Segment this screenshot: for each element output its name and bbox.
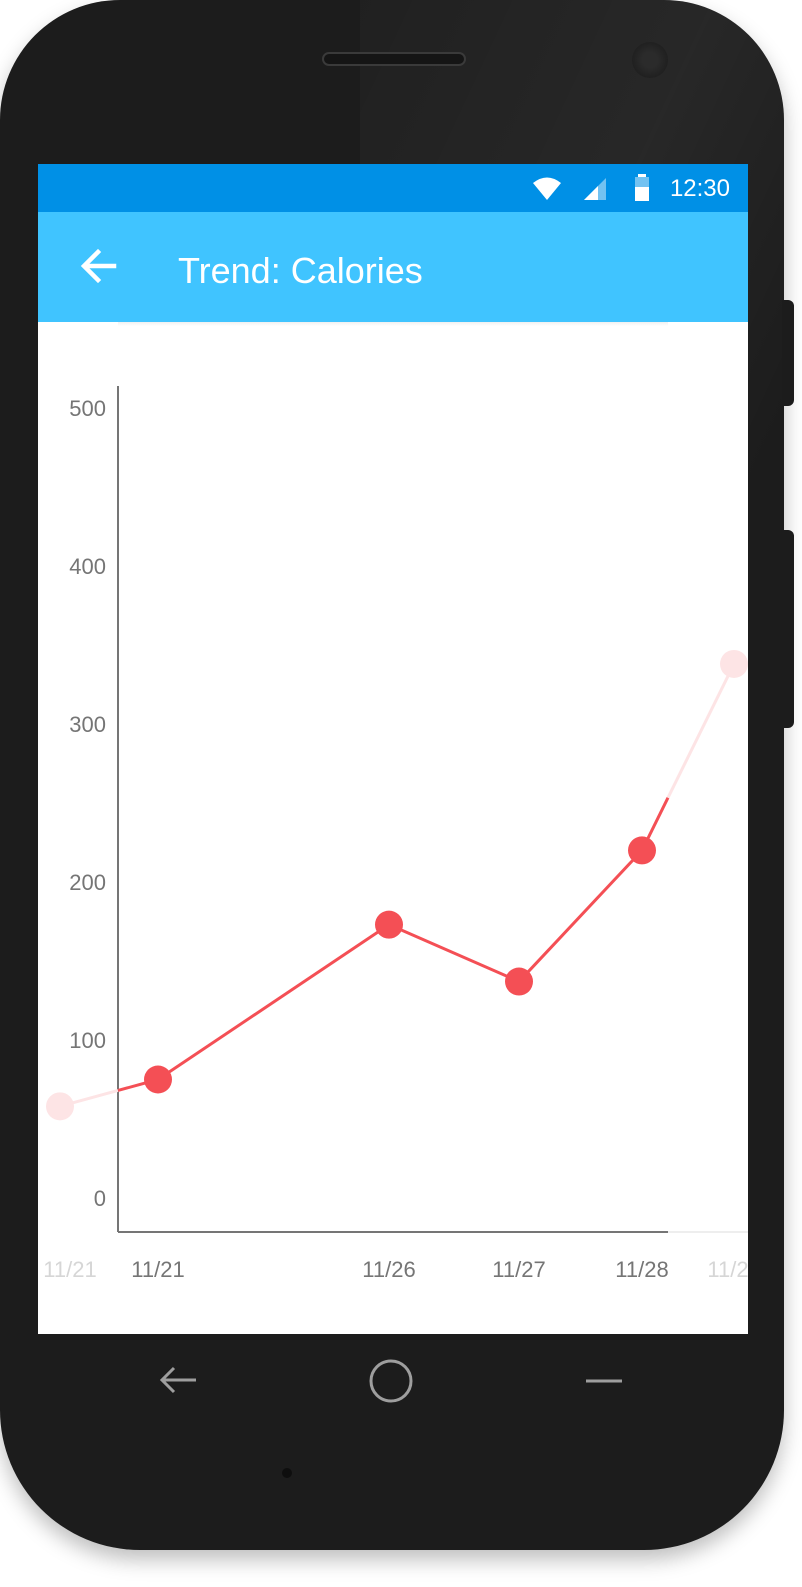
status-bar: 12:30 [38, 164, 748, 212]
y-tick-label: 300 [69, 712, 106, 737]
back-nav-icon[interactable] [158, 1364, 198, 1396]
speaker-grille [322, 52, 466, 66]
x-tick-label-faded: 11/2 [707, 1257, 748, 1282]
battery-icon [635, 174, 649, 201]
home-nav-icon[interactable] [368, 1358, 414, 1404]
y-tick-label: 400 [69, 554, 106, 579]
data-point[interactable] [628, 836, 656, 865]
data-point-faded [46, 1092, 74, 1121]
series-line [517, 849, 644, 983]
y-tick-label: 100 [69, 1028, 106, 1053]
y-tick-label: 0 [94, 1186, 106, 1211]
arrow-back-icon[interactable] [78, 246, 118, 286]
power-button [782, 300, 794, 406]
recents-nav-icon[interactable] [584, 1378, 624, 1384]
card-shadow [118, 322, 668, 326]
x-tick-label: 11/27 [492, 1257, 545, 1282]
status-time: 12:30 [669, 175, 730, 202]
x-tick-label: 11/28 [615, 1257, 668, 1282]
calories-chart: 0 100 200 300 400 500 11/21 11/26 11/27 11/28 11/… [43, 386, 748, 1282]
screen: 12:30 Trend: Calories 0 100 200 300 400 500 1… [38, 164, 748, 1334]
front-camera [632, 42, 668, 78]
y-tick-label: 200 [69, 870, 106, 895]
wifi-icon [533, 177, 561, 200]
series-line [388, 923, 520, 983]
page-title: Trend: Calories [178, 250, 423, 291]
series-line-faded [666, 663, 736, 799]
data-point[interactable] [505, 967, 533, 996]
data-point[interactable] [144, 1065, 172, 1094]
y-tick-label: 500 [69, 396, 106, 421]
x-tick-label: 11/26 [362, 1257, 415, 1282]
x-tick-label-faded: 11/21 [43, 1257, 96, 1282]
series-line [157, 923, 390, 1081]
data-point-faded [720, 649, 748, 678]
app-bar: Trend: Calories [38, 212, 748, 322]
navigation-bar [38, 1334, 748, 1454]
data-point[interactable] [375, 910, 403, 939]
signal-icon [584, 178, 606, 200]
x-tick-label: 11/21 [131, 1257, 184, 1282]
volume-button [782, 530, 794, 728]
bottom-sensor [282, 1468, 292, 1478]
